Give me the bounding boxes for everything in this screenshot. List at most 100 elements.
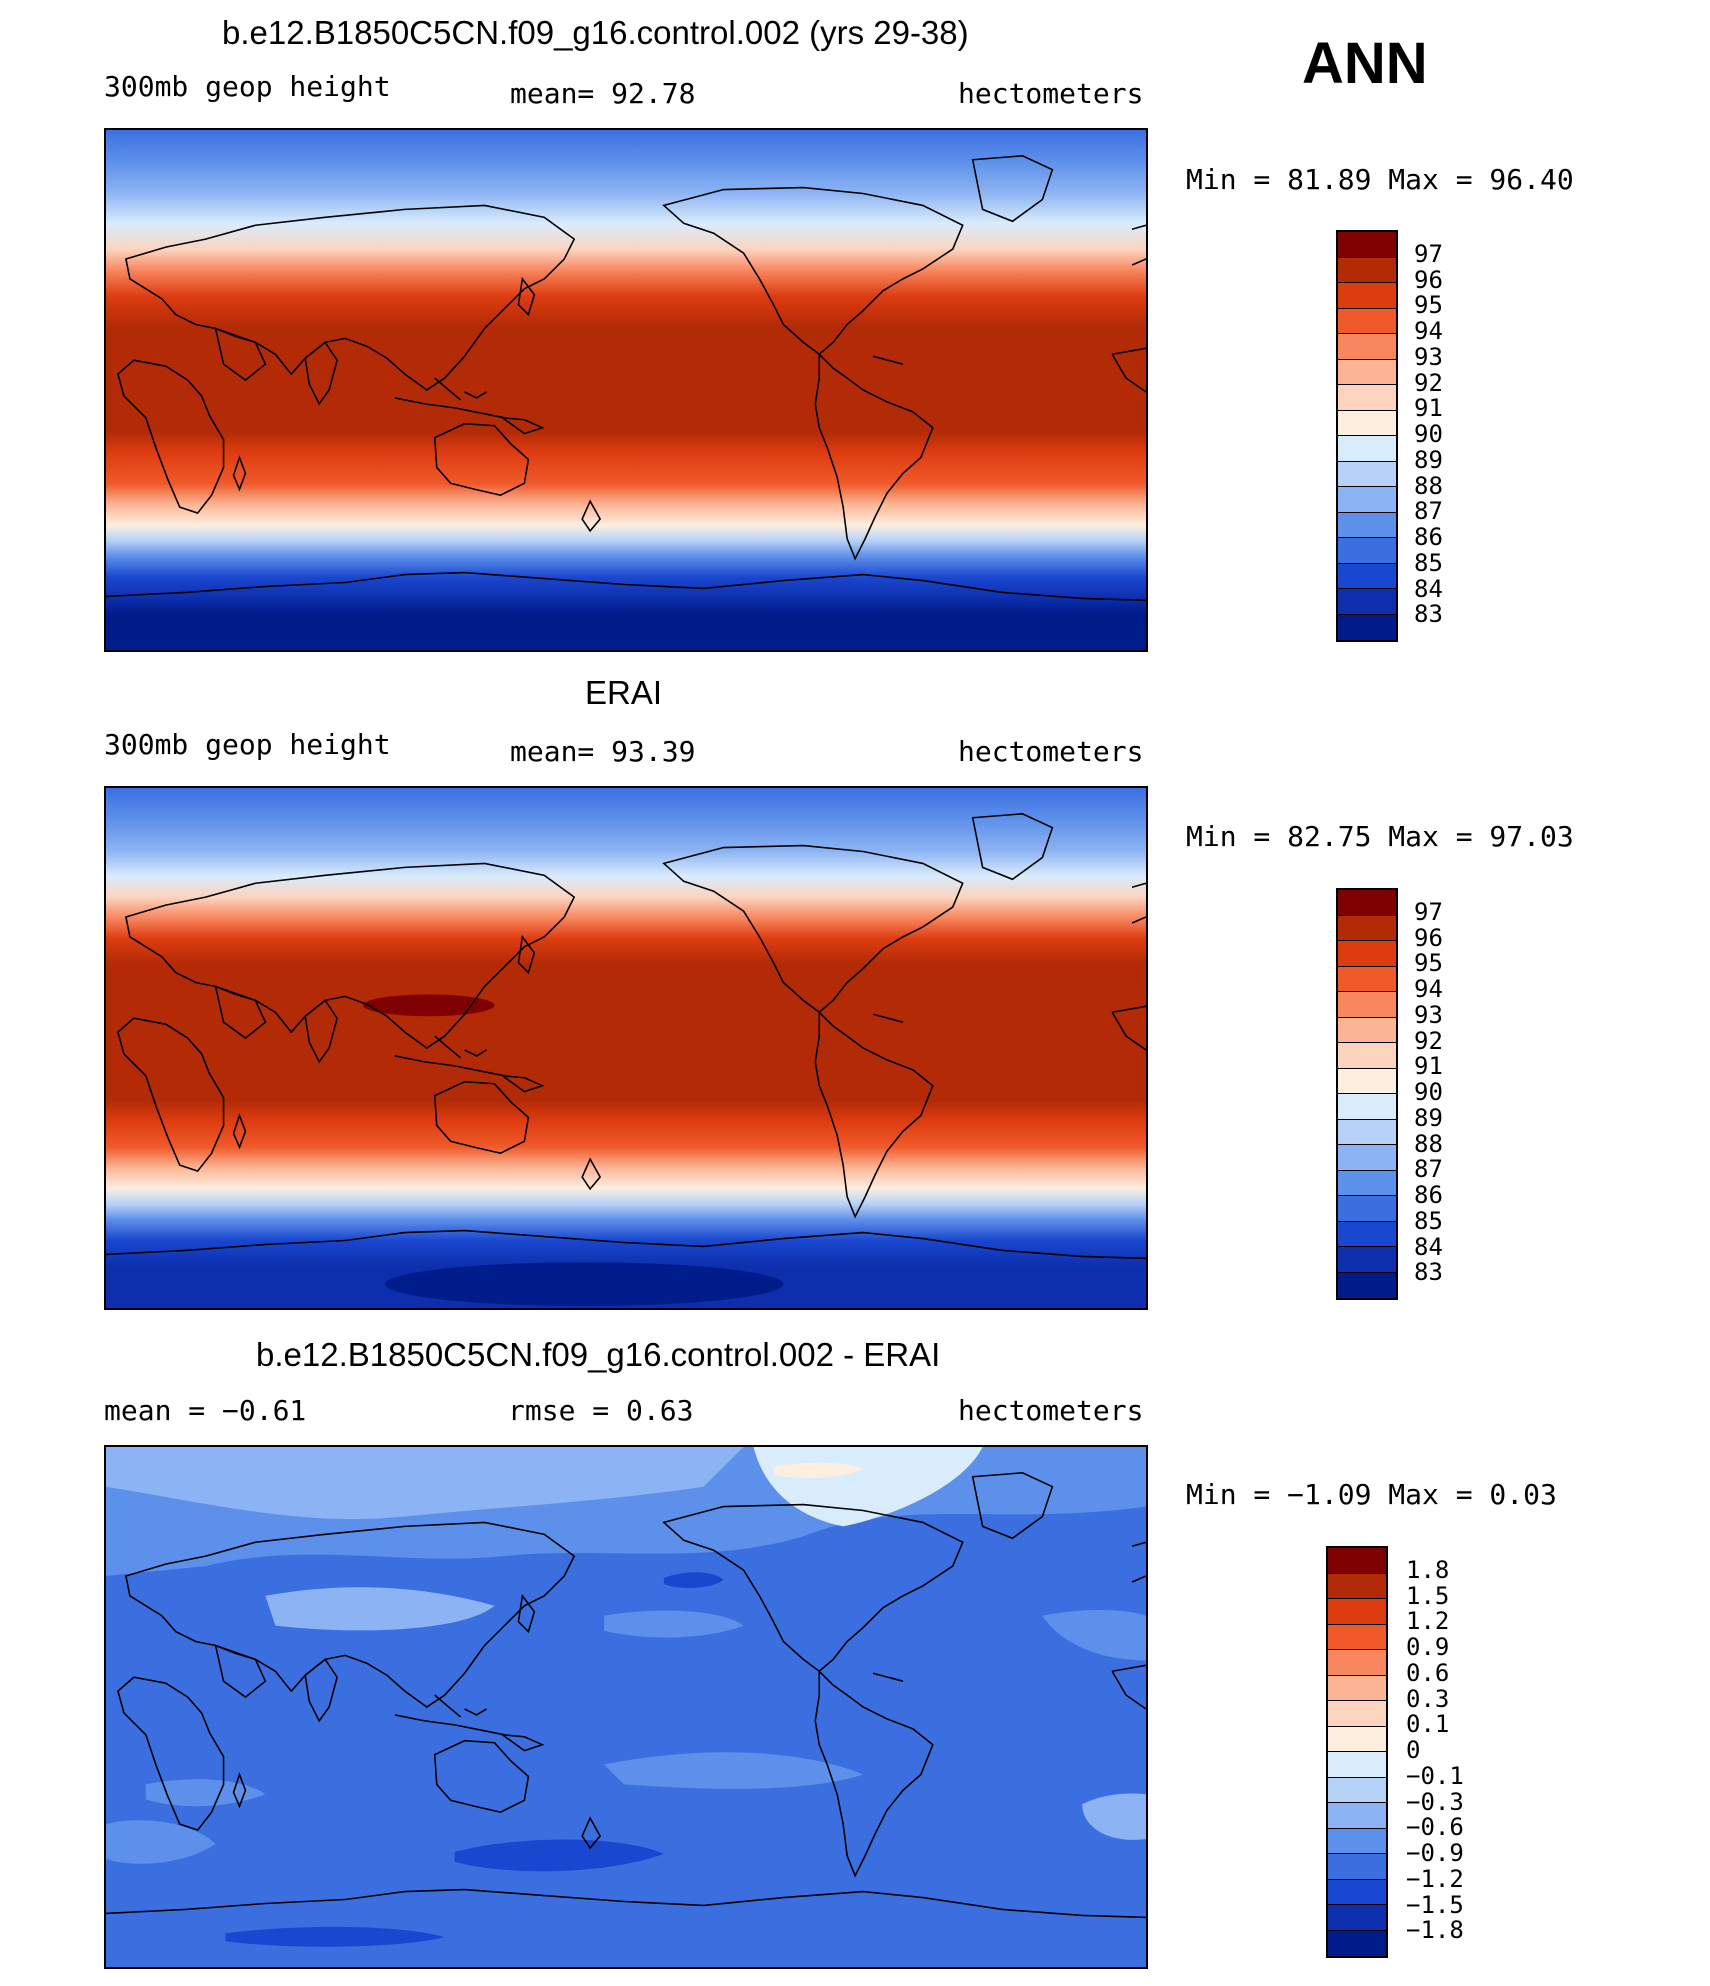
colorbar-tick-label: 91 — [1414, 1052, 1443, 1081]
colorbar-tick-label: 0.9 — [1406, 1633, 1450, 1661]
coastline — [1131, 882, 1146, 888]
coastline — [662, 186, 964, 356]
panel-2-variable-label: 300mb geop height — [104, 728, 391, 761]
panel-1-colorbar — [1336, 230, 1398, 642]
colorbar-swatch — [1338, 359, 1396, 385]
colorbar-swatch — [1328, 1879, 1386, 1905]
panel-2-colorbar — [1336, 888, 1398, 1300]
panel-3-rmse-label: rmse = 0.63 — [508, 1394, 694, 1427]
colorbar-tick-label: 83 — [1414, 1258, 1443, 1287]
colorbar-swatch — [1328, 1905, 1386, 1931]
coastline — [1111, 1664, 1146, 1673]
colorbar-swatch — [1338, 1094, 1396, 1120]
colorbar-tick-label: 93 — [1414, 342, 1443, 371]
coastline — [1131, 1541, 1146, 1547]
coastline — [124, 204, 576, 391]
colorbar-swatch — [1338, 257, 1396, 283]
colorbar-tick-label: 84 — [1414, 1232, 1443, 1261]
colorbar-swatch — [1328, 1650, 1386, 1676]
panel-1-units-label: hectometers — [958, 77, 1144, 110]
colorbar-swatch — [1338, 461, 1396, 487]
coastline — [814, 352, 934, 561]
colorbar-tick-label: 89 — [1414, 1103, 1443, 1132]
colorbar-tick-label: 95 — [1414, 291, 1443, 320]
colorbar-tick-label: 96 — [1414, 923, 1443, 952]
panel-3-title: b.e12.B1850C5CN.f09_g16.control.002 - ER… — [256, 1336, 941, 1373]
colorbar-tick-label: 95 — [1414, 949, 1443, 978]
coastline — [1111, 347, 1146, 356]
colorbar-tick-label: 94 — [1414, 975, 1443, 1003]
panel-1-mean-label: mean= 92.78 — [510, 77, 696, 110]
panel-1-map — [104, 128, 1148, 652]
coastline — [1111, 1005, 1146, 1014]
coastline — [124, 1521, 576, 1708]
colorbar-tick-label: 92 — [1414, 368, 1443, 397]
coastline — [517, 276, 536, 317]
colorbar-tick-label: −1.8 — [1406, 1916, 1464, 1945]
colorbar-swatch — [1338, 992, 1396, 1018]
coastline — [971, 154, 1054, 223]
coastline — [464, 1049, 487, 1057]
colorbar-tick-label: 88 — [1414, 471, 1443, 500]
colorbar-tick-label: 91 — [1414, 394, 1443, 423]
coastline — [1131, 224, 1146, 230]
coastline — [106, 1229, 1146, 1260]
coastline — [971, 812, 1054, 881]
colorbar-swatch — [1338, 308, 1396, 334]
colorbar-swatch — [1328, 1599, 1386, 1625]
panel-3-minmax: Min = −1.09 Max = 0.03 — [1186, 1478, 1557, 1511]
coastline — [517, 1593, 536, 1634]
panel-3-map — [104, 1445, 1148, 1969]
colorbar-swatch — [1338, 915, 1396, 941]
colorbar-tick-label: 83 — [1414, 600, 1443, 629]
coastline — [581, 499, 602, 533]
colorbar-swatch — [1338, 1068, 1396, 1094]
coastline — [1111, 1670, 1146, 1710]
colorbar-tick-label: 90 — [1414, 1078, 1443, 1106]
coastline — [124, 862, 576, 1049]
colorbar-swatch — [1338, 941, 1396, 967]
coastline — [304, 1658, 338, 1723]
coastline — [662, 844, 964, 1014]
colorbar-swatch — [1328, 1624, 1386, 1650]
colorbar-swatch — [1328, 1726, 1386, 1752]
colorbar-swatch — [1338, 563, 1396, 589]
panel-3-units-label: hectometers — [958, 1394, 1144, 1427]
coastline — [971, 1471, 1054, 1540]
colorbar-tick-label: −0.3 — [1406, 1787, 1464, 1816]
coastline — [117, 1017, 225, 1172]
coastline — [1131, 258, 1146, 266]
colorbar-swatch — [1338, 1145, 1396, 1171]
coastline — [106, 1888, 1146, 1919]
colorbar-tick-label: 88 — [1414, 1129, 1443, 1158]
colorbar-tick-label: 90 — [1414, 420, 1443, 448]
colorbar-tick-label: 85 — [1414, 1206, 1443, 1235]
colorbar-tick-label: −0.9 — [1406, 1839, 1464, 1867]
colorbar-swatch — [1328, 1675, 1386, 1701]
coastline — [304, 999, 338, 1064]
colorbar-swatch — [1328, 1777, 1386, 1803]
colorbar-swatch — [1338, 487, 1396, 513]
colorbar-swatch — [1338, 436, 1396, 462]
colorbar-swatch — [1338, 410, 1396, 436]
colorbar-tick-label: −0.6 — [1406, 1813, 1464, 1842]
coastline — [872, 1672, 904, 1682]
colorbar-swatch — [1328, 1752, 1386, 1778]
colorbar-tick-label: 89 — [1414, 445, 1443, 474]
colorbar-swatch — [1338, 1221, 1396, 1247]
coastline — [581, 1157, 602, 1191]
colorbar-swatch — [1338, 1170, 1396, 1196]
colorbar-tick-label: 86 — [1414, 1181, 1443, 1209]
panel-1-variable-label: 300mb geop height — [104, 70, 391, 103]
colorbar-tick-label: −0.1 — [1406, 1761, 1464, 1790]
colorbar-swatch — [1338, 334, 1396, 360]
colorbar-tick-label: 94 — [1414, 317, 1443, 345]
coastline — [394, 397, 505, 419]
coastline — [433, 1739, 530, 1814]
coastline — [214, 327, 267, 382]
colorbar-swatch — [1338, 283, 1396, 309]
colorbar-tick-label: 97 — [1414, 897, 1443, 926]
colorbar-swatch — [1338, 538, 1396, 564]
colorbar-swatch — [1328, 1803, 1386, 1829]
colorbar-tick-label: 1.5 — [1406, 1581, 1450, 1610]
